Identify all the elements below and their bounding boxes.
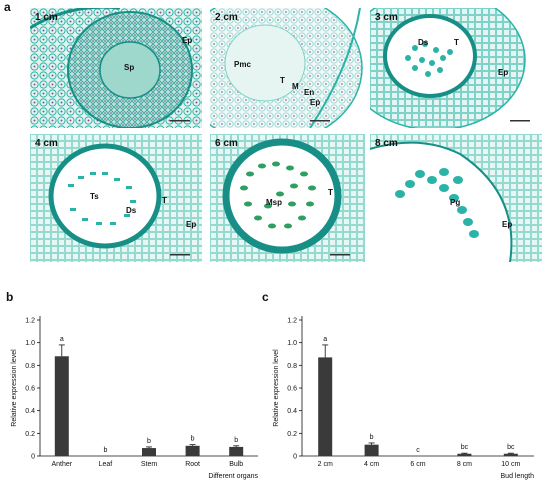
chart-c-x-tick-label: 2 cm <box>318 461 333 468</box>
chart-c-x-axis-title: Bud length <box>501 473 535 480</box>
chart-b-y-tick-label: 0.6 <box>25 386 35 393</box>
chart-c-svg: 0 0.2 0.4 0.6 0.8 1.0 1.2 Relative expression l… <box>273 316 535 480</box>
micrograph-6cm-image <box>210 134 365 262</box>
micrograph-4cm-label-ts: Ts <box>90 192 99 201</box>
chart-c-significance-label: b <box>370 434 374 441</box>
chart-b-y-tick-label: 1.0 <box>25 340 35 347</box>
chart-c-y-tick-label: 1.2 <box>287 318 297 325</box>
chart-c-x-tick-label: 10 cm <box>501 461 520 468</box>
chart-c-x-tick-label: 6 cm <box>410 461 425 468</box>
micrograph-2cm-stage: 2 cm <box>215 12 238 23</box>
panel-letter-a: a <box>4 0 11 14</box>
chart-c-bar <box>503 453 518 456</box>
chart-b-significance-label: b <box>234 437 238 444</box>
chart-b-x-tick-label: Root <box>185 461 200 468</box>
micrograph-6cm-stage: 6 cm <box>215 138 238 149</box>
chart-c-bar <box>457 453 472 456</box>
micrograph-4cm-stage: 4 cm <box>35 138 58 149</box>
chart-b-significance-label: b <box>103 447 107 454</box>
micrograph-2cm-label-ep: Ep <box>310 98 321 107</box>
micrograph-4cm-label-ds: Ds <box>126 206 137 215</box>
micrograph-2cm-label-pmc: Pmc <box>234 60 251 69</box>
chart-c-bar <box>318 357 333 456</box>
micrograph-8cm: 8 cm Pg Ep <box>370 134 542 262</box>
chart-c: 0 0.2 0.4 0.6 0.8 1.0 1.2 Relative expression l… <box>262 296 550 480</box>
micrograph-8cm-label-pg: Pg <box>450 198 461 207</box>
chart-c-x-tick-label: 4 cm <box>364 461 379 468</box>
chart-b-significance-label: b <box>147 438 151 445</box>
chart-b-bar <box>142 448 156 456</box>
micrograph-1cm: 1 cm Ep Sp <box>30 8 202 128</box>
chart-c-significance-label: c <box>416 447 420 454</box>
micrograph-6cm: 6 cm Msp T <box>210 134 365 262</box>
micrograph-2cm-image <box>210 8 365 128</box>
micrograph-1cm-stage: 1 cm <box>35 12 58 23</box>
micrograph-8cm-label-ep: Ep <box>502 220 513 229</box>
chart-c-significance-label: bc <box>461 444 469 451</box>
chart-b-significance-label: b <box>191 436 195 443</box>
micrograph-1cm-label-ep: Ep <box>182 36 193 45</box>
micrograph-1cm-image <box>30 8 202 128</box>
micrograph-3cm-image <box>370 8 542 128</box>
chart-b-y-tick-label: 1.2 <box>25 318 35 325</box>
micrograph-2cm: 2 cm Pmc T M En Ep <box>210 8 365 128</box>
micrograph-2cm-label-t: T <box>280 76 285 85</box>
chart-b-bar <box>54 356 69 456</box>
chart-c-y-tick-label: 0.4 <box>287 408 297 415</box>
micrograph-2cm-label-en: En <box>304 88 315 97</box>
chart-b-y-tick-label: 0.8 <box>25 363 35 370</box>
chart-c-y-axis-title: Relative expression level <box>273 349 280 427</box>
chart-b-x-tick-label: Stem <box>141 461 158 468</box>
micrograph-4cm-label-t: T <box>162 196 167 205</box>
chart-b-y-tick-label: 0.4 <box>25 408 35 415</box>
micrograph-grid: 1 cm Ep Sp 2 cm Pmc T M En Ep <box>30 8 542 262</box>
micrograph-4cm-image <box>30 134 202 262</box>
micrograph-3cm-label-ds: Ds <box>418 38 429 47</box>
micrograph-8cm-stage: 8 cm <box>375 138 398 149</box>
chart-b-significance-label: a <box>60 336 64 343</box>
chart-c-y-tick-label: 0 <box>293 454 297 461</box>
chart-b-x-tick-label: Bulb <box>229 461 243 468</box>
chart-b-x-axis-title: Different organs <box>208 473 258 480</box>
micrograph-3cm: 3 cm Ds T Ep <box>370 8 542 128</box>
chart-b-svg: 0 0.2 0.4 0.6 0.8 1.0 1.2 Relative expression l… <box>11 316 258 480</box>
chart-c-significance-label: bc <box>507 444 515 451</box>
micrograph-3cm-stage: 3 cm <box>375 12 398 23</box>
chart-c-y-tick-label: 0.6 <box>287 386 297 393</box>
chart-b: 0 0.2 0.4 0.6 0.8 1.0 1.2 Relative expression l… <box>0 296 270 480</box>
chart-c-y-tick-label: 1.0 <box>287 340 297 347</box>
panel-letter-c: c <box>262 290 269 304</box>
micrograph-3cm-label-t: T <box>454 38 459 47</box>
chart-b-bar <box>185 445 200 456</box>
chart-b-y-tick-label: 0 <box>31 454 35 461</box>
micrograph-8cm-image <box>370 134 542 262</box>
chart-c-y-tick-label: 0.2 <box>287 431 297 438</box>
chart-c-y-tick-label: 0.8 <box>287 363 297 370</box>
micrograph-3cm-label-ep: Ep <box>498 68 509 77</box>
micrograph-4cm: 4 cm Ts Ds T Ep <box>30 134 202 262</box>
micrograph-6cm-label-t: T <box>328 188 333 197</box>
chart-b-x-tick-label: Leaf <box>99 461 113 468</box>
micrograph-2cm-label-m: M <box>292 82 299 91</box>
panel-letter-b: b <box>6 290 14 304</box>
chart-b-bar <box>229 446 244 456</box>
chart-c-bar <box>364 444 379 456</box>
chart-b-x-tick-label: Anther <box>51 461 72 468</box>
chart-c-significance-label: a <box>323 336 327 343</box>
micrograph-6cm-label-msp: Msp <box>266 198 282 207</box>
micrograph-4cm-label-ep: Ep <box>186 220 197 229</box>
micrograph-1cm-label-sp: Sp <box>124 63 135 72</box>
chart-b-y-tick-label: 0.2 <box>25 431 35 438</box>
chart-b-y-axis-title: Relative expression level <box>11 349 18 427</box>
chart-c-x-tick-label: 8 cm <box>457 461 472 468</box>
